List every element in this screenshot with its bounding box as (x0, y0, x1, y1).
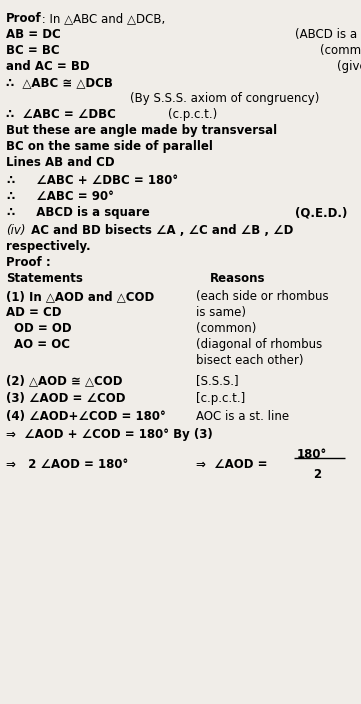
Text: (By S.S.S. axiom of congruency): (By S.S.S. axiom of congruency) (130, 92, 319, 105)
Text: (each side or rhombus: (each side or rhombus (196, 290, 329, 303)
Text: [c.p.c.t.]: [c.p.c.t.] (196, 392, 245, 405)
Text: ABCD is a square: ABCD is a square (28, 206, 150, 219)
Text: ∴  ∠ABC = ∠DBC: ∴ ∠ABC = ∠DBC (6, 108, 116, 121)
Text: 180°: 180° (297, 448, 327, 461)
Text: Proof: Proof (6, 12, 42, 25)
Text: [S.S.S.]: [S.S.S.] (196, 374, 239, 387)
Text: AOC is a st. line: AOC is a st. line (196, 410, 289, 423)
Text: AO = OC: AO = OC (14, 338, 70, 351)
Text: is same): is same) (196, 306, 246, 319)
Text: (4) ∠AOD+∠COD = 180°: (4) ∠AOD+∠COD = 180° (6, 410, 166, 423)
Text: and AC = BD: and AC = BD (6, 60, 90, 73)
Text: ∠ABC = 90°: ∠ABC = 90° (28, 190, 114, 203)
Text: Proof :: Proof : (6, 256, 51, 269)
Text: BC on the same side of parallel: BC on the same side of parallel (6, 140, 213, 153)
Text: AC and BD bisects ∠A , ∠C and ∠B , ∠D: AC and BD bisects ∠A , ∠C and ∠B , ∠D (27, 224, 293, 237)
Text: AD = CD: AD = CD (6, 306, 61, 319)
Text: 2: 2 (313, 468, 321, 481)
Text: bisect each other): bisect each other) (196, 354, 304, 367)
Text: ∠ABC + ∠DBC = 180°: ∠ABC + ∠DBC = 180° (28, 174, 178, 187)
Text: (Q.E.D.): (Q.E.D.) (295, 206, 347, 219)
Text: Statements: Statements (6, 272, 83, 285)
Text: (iv): (iv) (6, 224, 26, 237)
Text: (ABCD is a rhombus): (ABCD is a rhombus) (295, 28, 361, 41)
Text: OD = OD: OD = OD (14, 322, 71, 335)
Text: Reasons: Reasons (210, 272, 265, 285)
Text: : In △ABC and △DCB,: : In △ABC and △DCB, (38, 12, 165, 25)
Text: (given): (given) (337, 60, 361, 73)
Text: ⇒   2 ∠AOD = 180°: ⇒ 2 ∠AOD = 180° (6, 458, 128, 471)
Text: (diagonal of rhombus: (diagonal of rhombus (196, 338, 322, 351)
Text: ∴: ∴ (6, 190, 14, 203)
Text: respectively.: respectively. (6, 240, 91, 253)
Text: AB = DC: AB = DC (6, 28, 61, 41)
Text: ∴  △ABC ≅ △DCB: ∴ △ABC ≅ △DCB (6, 76, 113, 89)
Text: (1) In △AOD and △COD: (1) In △AOD and △COD (6, 290, 154, 303)
Text: ∴: ∴ (6, 206, 14, 219)
Text: (common): (common) (196, 322, 256, 335)
Text: (common): (common) (320, 44, 361, 57)
Text: ∴: ∴ (6, 174, 14, 187)
Text: (c.p.c.t.): (c.p.c.t.) (168, 108, 217, 121)
Text: ⇒  ∠AOD + ∠COD = 180° By (3): ⇒ ∠AOD + ∠COD = 180° By (3) (6, 428, 213, 441)
Text: BC = BC: BC = BC (6, 44, 60, 57)
Text: (3) ∠AOD = ∠COD: (3) ∠AOD = ∠COD (6, 392, 126, 405)
Text: ⇒  ∠AOD =: ⇒ ∠AOD = (196, 458, 268, 471)
Text: Lines AB and CD: Lines AB and CD (6, 156, 115, 169)
Text: (2) △AOD ≅ △COD: (2) △AOD ≅ △COD (6, 374, 122, 387)
Text: But these are angle made by transversal: But these are angle made by transversal (6, 124, 277, 137)
